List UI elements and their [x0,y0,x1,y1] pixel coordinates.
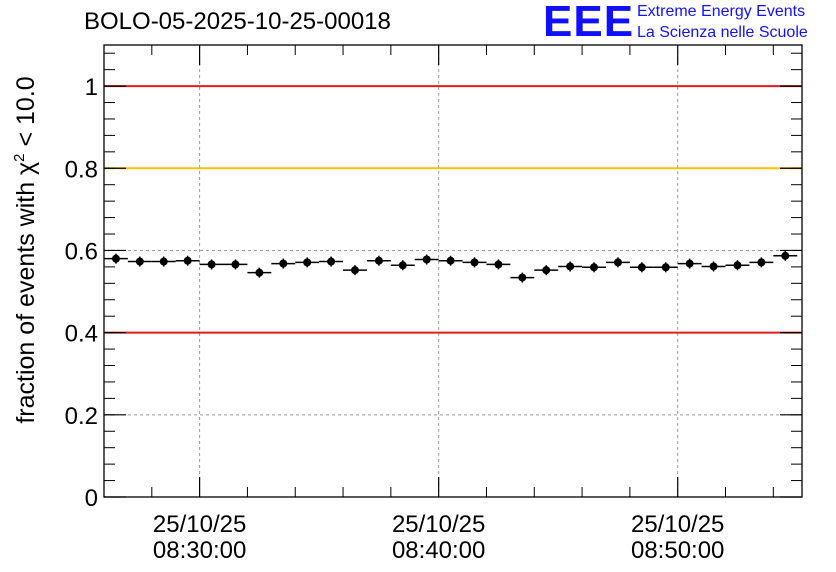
data-point [518,273,527,282]
x-tick-date-label: 25/10/25 [153,511,246,538]
data-point [374,256,383,265]
logo-caption-line1: Extreme Energy Events [637,3,806,20]
y-tick-label: 0.4 [65,321,98,348]
reference-lines [104,85,802,334]
data-point [446,256,455,265]
y-axis-label: fraction of events with χ2 < 10.0 [11,76,40,423]
data-point [159,257,168,266]
y-axis-label-threshold: < 10.0 [12,76,40,153]
data-point [733,261,742,270]
data-point [637,263,646,272]
data-point [661,263,670,272]
data-point [685,259,694,268]
data-point [327,257,336,266]
grid-lines [104,45,802,497]
y-tick-label: 1 [85,74,98,101]
data-point [781,251,790,260]
data-point [350,266,359,275]
x-tick-time-label: 08:50:00 [631,537,724,564]
data-point [566,262,575,271]
y-axis-label-superscript: 2 [11,153,28,161]
data-point [255,268,264,277]
data-point [207,260,216,269]
y-tick-label: 0.6 [65,238,98,265]
axis-tick-labels: 00.20.40.60.8125/10/2508:30:0025/10/2508… [65,74,725,564]
data-point [470,258,479,267]
x-tick-time-label: 08:40:00 [392,537,485,564]
y-tick-label: 0 [85,485,98,512]
y-tick-label: 0.2 [65,403,98,430]
x-tick-date-label: 25/10/25 [392,511,485,538]
data-point [398,261,407,270]
data-point [303,258,312,267]
data-point [590,263,599,272]
chart-title: BOLO-05-2025-10-25-00018 [84,8,391,35]
y-axis-label-main: fraction of events with χ [12,162,40,424]
data-point [709,262,718,271]
data-point [111,254,120,263]
data-point [279,259,288,268]
data-point [231,260,240,269]
data-point [183,256,192,265]
data-points [104,250,798,283]
data-point [542,266,551,275]
data-point [135,257,144,266]
logo-caption-line2: La Scienza nelle Scuole [637,24,808,41]
eee-logo: EEE [543,0,635,46]
x-tick-time-label: 08:30:00 [153,537,246,564]
data-point [613,258,622,267]
x-tick-date-label: 25/10/25 [631,511,724,538]
y-tick-label: 0.8 [65,156,98,183]
data-point [494,260,503,269]
axis-ticks [103,45,802,498]
data-point [422,255,431,264]
data-point [757,258,766,267]
plot-frame [103,44,803,498]
